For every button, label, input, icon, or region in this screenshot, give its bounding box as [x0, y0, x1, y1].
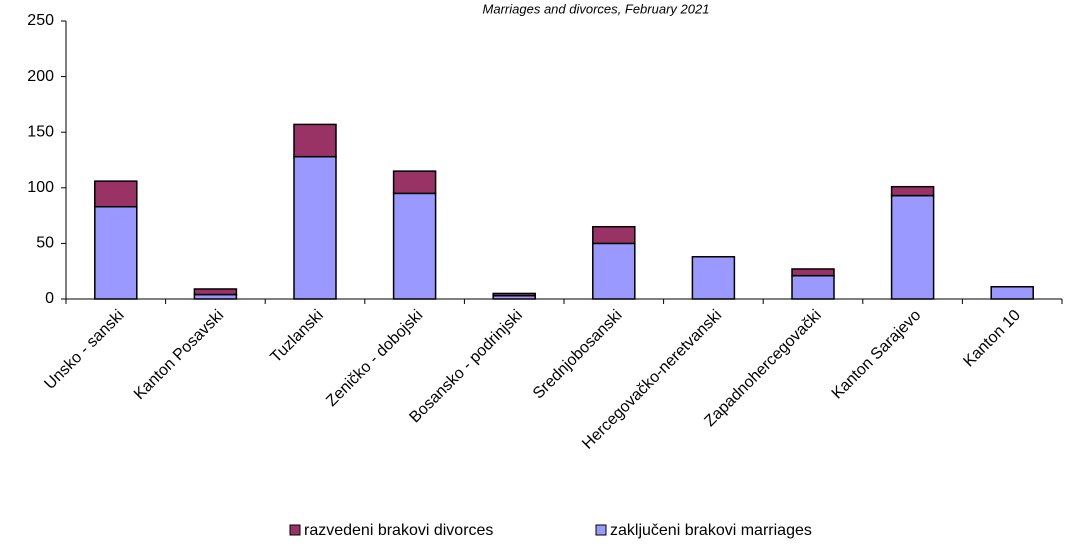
y-tick-label: 200 — [27, 68, 54, 85]
bar-segment — [392, 192, 437, 300]
x-tick-label: Kanton Sarajevo — [829, 307, 925, 403]
x-tick-label: Bosansko - podrinjski — [406, 307, 526, 427]
x-tick-label: Srednjobosanski — [530, 307, 626, 403]
bar-segment — [990, 286, 1034, 300]
bar-segment — [293, 123, 337, 158]
bar-segment — [94, 180, 138, 208]
y-tick-label: 100 — [27, 179, 54, 196]
x-tick-label: Kanton Posavski — [131, 307, 227, 403]
x-tick-label: Tuzlanski — [267, 307, 326, 366]
legend-label: zaključeni brakovi marriages — [610, 522, 812, 539]
bar-segment — [890, 185, 935, 197]
y-tick-label: 50 — [36, 235, 54, 252]
x-tick-label: Zapadnohercegovački — [701, 307, 824, 430]
bar-segment — [791, 274, 835, 300]
legend-swatch — [595, 524, 607, 536]
x-tick-label: Kanton 10 — [960, 307, 1024, 371]
bar-segment — [592, 242, 636, 300]
bar-segment — [492, 292, 536, 297]
y-tick-label: 0 — [45, 290, 54, 307]
y-tick-label: 150 — [27, 123, 54, 140]
bar-segment — [94, 205, 138, 300]
x-tick-label: Unsko - sanski — [41, 307, 127, 393]
bar-segment — [392, 170, 437, 195]
legend-swatch — [289, 524, 301, 536]
bar-segment — [293, 155, 337, 300]
y-tick-label: 250 — [27, 12, 54, 29]
chart-title: Marriages and divorces, February 2021 — [483, 1, 710, 16]
bar-segment — [890, 194, 935, 300]
bar-segment — [592, 225, 636, 245]
x-tick-label: Zeničko - dobojski — [323, 307, 426, 410]
bar-segment — [193, 288, 238, 296]
bar-segment — [691, 255, 736, 300]
bar-segment — [791, 268, 835, 277]
legend-label: razvedeni brakovi divorces — [304, 522, 493, 539]
